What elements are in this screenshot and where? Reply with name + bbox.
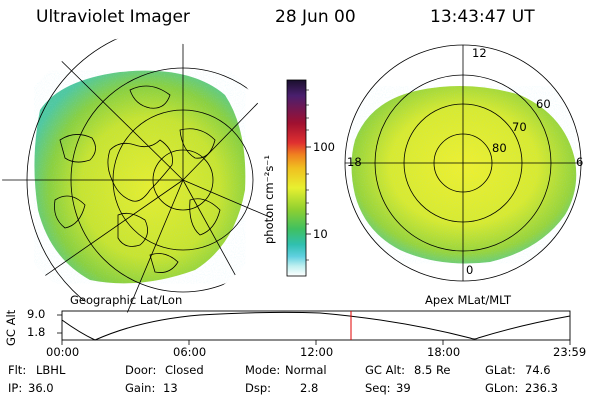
status-gcalt-label: GC Alt:	[365, 363, 406, 377]
status-mode-value: Normal	[285, 363, 327, 377]
altitude-xtick-0000: 00:00	[46, 345, 80, 359]
status-gain-label: Gain:	[125, 381, 156, 395]
colorbar-unit-label: photon cm⁻²s⁻¹	[262, 155, 276, 244]
status-flt-label: Flt:	[8, 363, 27, 377]
altitude-ytick-1-8: 1.8	[27, 325, 46, 339]
colorbar	[286, 79, 311, 277]
status-seq-label: Seq:	[365, 381, 391, 395]
instrument-title: Ultraviolet Imager	[36, 7, 190, 27]
status-glon-value: 236.3	[525, 381, 558, 395]
status-gain-value: 13	[163, 381, 178, 395]
status-ip-value: 36.0	[28, 381, 54, 395]
altitude-plot	[57, 310, 571, 345]
altitude-xtick-1800: 18:00	[427, 345, 461, 359]
status-glat-label: GLat:	[485, 363, 516, 377]
lat-label-80: 80	[492, 141, 507, 155]
geographic-map	[2, 37, 278, 313]
altitude-xtick-2359: 23:59	[553, 345, 587, 359]
mlt-label-18: 18	[347, 155, 362, 169]
status-glon-label: GLon:	[485, 381, 519, 395]
date-label: 28 Jun 00	[275, 7, 356, 27]
apex-map-label: Apex MLat/MLT	[425, 293, 512, 307]
latitude-circles	[26, 37, 278, 313]
status-door-label: Door:	[125, 363, 157, 377]
apex-mlat-mlt-map	[344, 44, 582, 282]
status-flt-value: LBHL	[36, 363, 66, 377]
altitude-ylabel: GC Alt	[4, 309, 18, 346]
altitude-xtick-0600: 06:00	[173, 345, 207, 359]
lat-label-70: 70	[512, 120, 527, 134]
status-gcalt-value: 8.5 Re	[414, 363, 451, 377]
mlt-label-6: 6	[576, 155, 584, 169]
mlt-label-0: 0	[466, 263, 474, 277]
status-mode-label: Mode:	[245, 363, 281, 377]
colorbar-tick-10: 10	[313, 227, 328, 241]
colorbar-tick-100: 100	[313, 140, 335, 154]
altitude-ytick-9: 9.0	[27, 307, 46, 321]
altitude-curve	[61, 311, 571, 341]
lat-label-60: 60	[536, 97, 551, 111]
status-dsp-value: 2.8	[300, 381, 319, 395]
mlt-label-12: 12	[472, 46, 487, 60]
status-glat-value: 74.6	[525, 363, 551, 377]
status-seq-value: 39	[396, 381, 411, 395]
time-label: 13:43:47 UT	[430, 7, 535, 27]
altitude-xtick-1200: 12:00	[300, 345, 334, 359]
status-door-value: Closed	[165, 363, 204, 377]
status-dsp-label: Dsp:	[245, 381, 272, 395]
geographic-map-label: Geographic Lat/Lon	[70, 293, 183, 307]
status-ip-label: IP:	[8, 381, 23, 395]
